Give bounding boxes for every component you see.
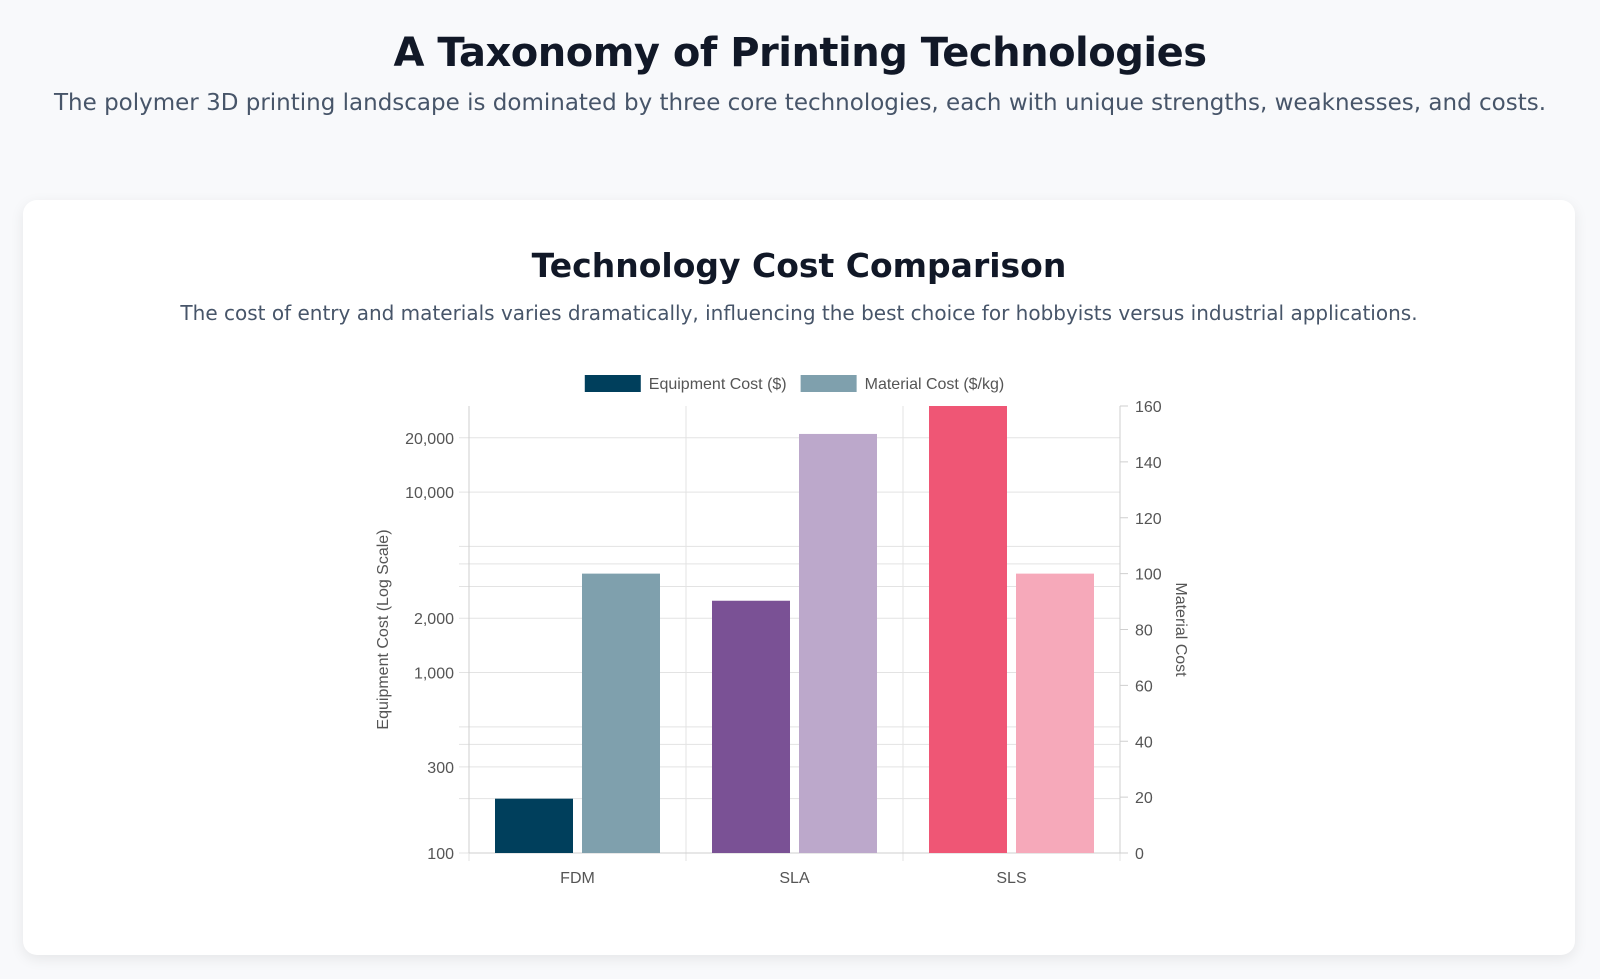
y-left-axis-title: Equipment Cost (Log Scale) bbox=[375, 529, 392, 729]
legend-swatch bbox=[584, 375, 641, 392]
bar-sls-equipment bbox=[929, 406, 1007, 853]
y-left-tick-label: 1,000 bbox=[414, 666, 454, 683]
x-tick-label: SLA bbox=[779, 870, 810, 887]
y-left-tick-label: 20,000 bbox=[405, 431, 454, 448]
cost-comparison-chart: 100 300 1,000 2,000 10,000 20,000 0 20 40 60 80 100… bbox=[375, 375, 1189, 887]
y-left-tick-label: 2,000 bbox=[414, 611, 454, 628]
y-right-axis-title: Material Cost bbox=[1172, 582, 1189, 677]
bar-fdm-material bbox=[582, 573, 660, 853]
y-left-tick-label: 100 bbox=[427, 846, 454, 863]
y-left-tick-label: 10,000 bbox=[405, 485, 454, 502]
y-right-tick-label: 60 bbox=[1135, 678, 1153, 695]
legend-label: Material Cost ($/kg) bbox=[865, 376, 1005, 393]
page-subtitle: The polymer 3D printing landscape is dom… bbox=[53, 90, 1547, 116]
y-right-tick-label: 80 bbox=[1135, 623, 1153, 640]
y-right-tick-label: 100 bbox=[1135, 567, 1162, 584]
y-right-tick-label: 160 bbox=[1135, 399, 1162, 416]
chart-card-title: Technology Cost Comparison bbox=[531, 246, 1067, 285]
x-tick-label: FDM bbox=[560, 870, 595, 887]
y-left-tick-label: 300 bbox=[427, 760, 454, 777]
legend-swatch bbox=[800, 375, 857, 392]
legend-label: Equipment Cost ($) bbox=[649, 376, 787, 393]
y-right-tick-label: 120 bbox=[1135, 511, 1162, 528]
bar-sls-material bbox=[1016, 573, 1094, 853]
bar-fdm-equipment bbox=[495, 798, 573, 853]
y-right-tick-label: 0 bbox=[1135, 846, 1144, 863]
x-tick-label: SLS bbox=[996, 870, 1026, 887]
bar-sla-material bbox=[799, 433, 877, 853]
y-right-tick-label: 140 bbox=[1135, 455, 1162, 472]
y-right-tick-label: 40 bbox=[1135, 734, 1153, 751]
y-right-tick-label: 20 bbox=[1135, 790, 1153, 807]
chart-card-subtitle: The cost of entry and materials varies d… bbox=[180, 301, 1418, 325]
bar-sla-equipment bbox=[712, 600, 790, 853]
chart-card: Technology Cost Comparison The cost of e… bbox=[23, 200, 1575, 955]
page-title: A Taxonomy of Printing Technologies bbox=[393, 30, 1207, 76]
